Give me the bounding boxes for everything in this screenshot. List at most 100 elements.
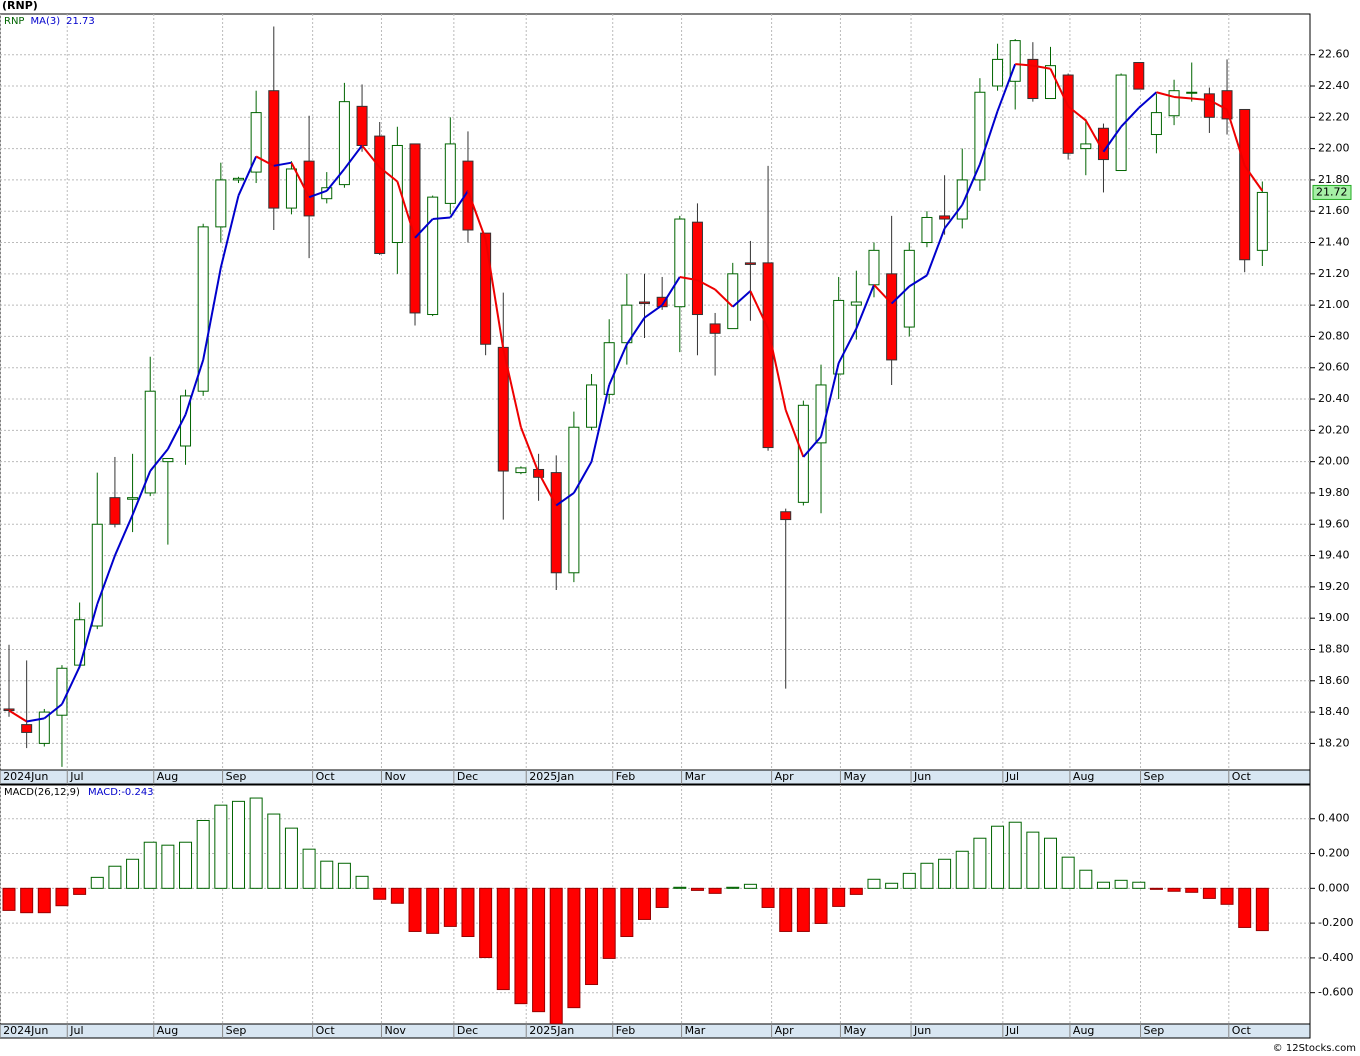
x-tick-label: Jul	[1005, 770, 1019, 783]
y-tick-label: 22.40	[1318, 79, 1350, 92]
candle-body	[285, 168, 297, 209]
macd-bar	[90, 876, 104, 889]
macd-bar	[955, 850, 969, 889]
macd-bar	[2, 887, 16, 911]
x-axis-strip	[0, 1023, 1311, 1039]
ma-segment	[732, 290, 752, 308]
ma-segment	[308, 189, 328, 199]
candle-body	[974, 91, 986, 181]
macd-bar	[849, 887, 863, 895]
x-tick-label: Jul	[69, 770, 83, 783]
ma-segment	[820, 362, 840, 437]
macd-bar	[514, 887, 528, 1005]
legend: MACD(26,12,9) MACD:-0.243	[4, 787, 154, 798]
macd-bar	[532, 887, 546, 1013]
candle-body	[1203, 93, 1215, 118]
x-tick-label: May	[843, 770, 866, 783]
candle-body	[109, 497, 121, 525]
x-tick-label: Sep	[1144, 1024, 1165, 1037]
macd-bar	[496, 887, 510, 991]
macd-bar	[55, 887, 69, 907]
x-tick-label: 2024Jun	[3, 770, 48, 783]
candle-body	[550, 472, 562, 574]
candle-body	[992, 58, 1004, 87]
macd-bar	[390, 887, 404, 904]
candle-body	[38, 711, 50, 744]
ma-segment	[325, 168, 346, 192]
x-tick-label: Oct	[316, 1024, 336, 1037]
ma-segment	[8, 709, 28, 723]
candle-body	[1133, 62, 1145, 90]
ma-segment	[61, 666, 81, 705]
macd-bar	[814, 887, 828, 924]
y-tick-label: 0.200	[1318, 847, 1350, 860]
macd-bar	[479, 887, 493, 959]
macd-bar	[655, 887, 669, 908]
ma-segment	[978, 110, 999, 165]
macd-bar	[567, 887, 581, 1009]
x-tick-label: Nov	[384, 1024, 406, 1037]
y-tick-label: 20.80	[1318, 329, 1350, 342]
candle-body	[780, 511, 792, 521]
ma-segment	[343, 144, 363, 170]
candle-body	[427, 196, 439, 316]
candle-body	[1027, 58, 1039, 100]
y-tick-label: 20.60	[1318, 361, 1350, 374]
legend-symbol: RNP	[4, 16, 24, 27]
ma-segment	[184, 359, 205, 416]
x-tick-label: 2025Jan	[529, 770, 574, 783]
macd-bar	[284, 827, 298, 889]
y-tick-label: -0.200	[1318, 916, 1353, 929]
candle-body	[1045, 65, 1057, 100]
candle-body	[868, 249, 880, 286]
candle-body	[674, 218, 686, 308]
x-tick-label: Dec	[457, 770, 478, 783]
macd-bar	[991, 825, 1005, 889]
candle-body	[215, 179, 227, 228]
y-tick-label: 21.40	[1318, 236, 1350, 249]
x-tick-label: Jun	[913, 1024, 931, 1037]
ma-segment	[1138, 91, 1158, 109]
macd-bar	[1202, 887, 1216, 899]
ma-segment	[908, 274, 928, 288]
macd-bar	[602, 887, 616, 959]
x-tick-label: Sep	[1144, 770, 1165, 783]
last-price-label: 21.72	[1316, 185, 1348, 198]
macd-bar	[426, 887, 440, 934]
macd-bar	[549, 887, 563, 1025]
ma-segment	[1120, 107, 1140, 128]
macd-bar	[726, 886, 740, 889]
ma-segment	[414, 218, 434, 239]
y-tick-label: 21.00	[1318, 298, 1350, 311]
x-tick-label: Sep	[226, 770, 247, 783]
candle-body	[74, 619, 86, 666]
y-tick-label: -0.400	[1318, 951, 1353, 964]
macd-bar	[832, 887, 846, 907]
macd-bar	[196, 819, 210, 889]
macd-bar	[267, 813, 281, 889]
ma-segment	[255, 155, 275, 167]
legend-title: MACD(26,12,9)	[4, 787, 80, 798]
y-tick-label: 19.00	[1318, 611, 1350, 624]
ma-segment	[1208, 99, 1228, 111]
x-tick-label: Feb	[616, 1024, 635, 1037]
ma-segment	[855, 284, 875, 329]
candle-body	[568, 426, 580, 574]
ma-segment	[714, 288, 734, 308]
candle-body	[833, 299, 845, 375]
macd-bar	[20, 887, 34, 914]
macd-bar	[408, 887, 422, 932]
macd-bar	[761, 887, 775, 908]
legend-value: -0.243	[121, 787, 153, 798]
ma-segment	[502, 348, 522, 428]
macd-bar	[108, 865, 122, 889]
x-tick-label: Oct	[316, 770, 336, 783]
candle-body	[1009, 40, 1021, 82]
ma-segment	[873, 284, 893, 305]
y-tick-label: 20.20	[1318, 423, 1350, 436]
ma-segment	[590, 384, 611, 462]
y-tick-label: 19.80	[1318, 486, 1350, 499]
ma-segment	[432, 216, 451, 221]
candle-body	[515, 467, 527, 474]
macd-bar	[1185, 887, 1199, 893]
